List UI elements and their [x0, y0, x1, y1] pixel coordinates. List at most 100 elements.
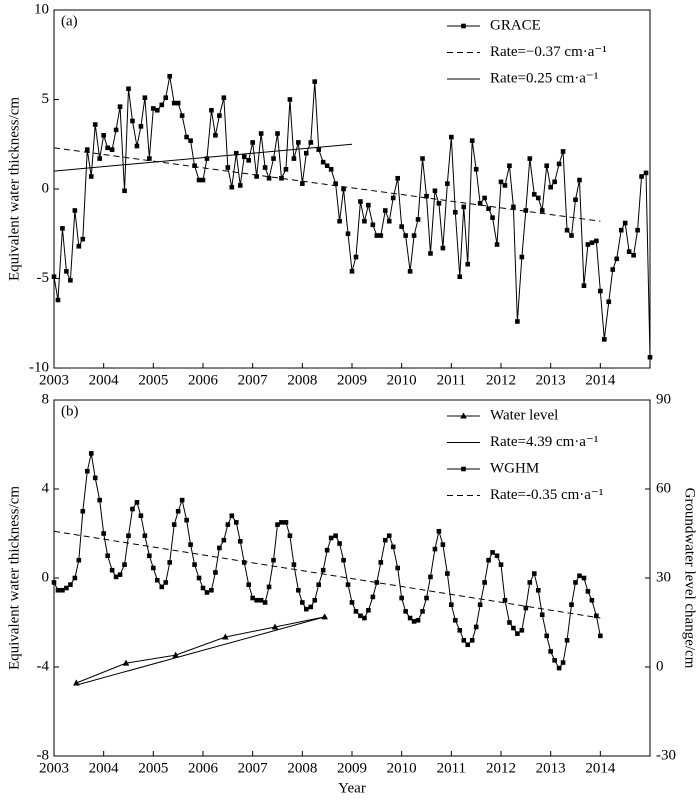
data-point [585, 242, 591, 247]
data-point [449, 602, 454, 607]
legend-label: Rate=4.39 cm·a⁻¹ [490, 434, 598, 450]
data-point [275, 131, 280, 136]
y-tick-label: 0 [42, 569, 50, 585]
data-point [204, 590, 210, 595]
data-point [556, 665, 562, 671]
data-point [296, 140, 301, 145]
data-point [283, 167, 289, 172]
data-point [465, 642, 471, 648]
data-point [531, 192, 537, 197]
data-point [213, 570, 218, 575]
data-point [126, 533, 131, 539]
data-point [324, 547, 330, 553]
data-point [196, 575, 202, 581]
data-point [217, 545, 222, 551]
y2-tick-label: 60 [656, 480, 671, 496]
data-point [535, 195, 541, 201]
panel-label: (b) [61, 403, 79, 419]
data-point [411, 619, 417, 624]
data-point [445, 181, 450, 186]
data-point [424, 595, 429, 601]
y2-tick-label: 30 [656, 569, 671, 585]
data-point [477, 201, 483, 206]
data-point [80, 508, 86, 514]
data-point [618, 227, 624, 233]
data-point [171, 100, 177, 106]
data-point [217, 113, 222, 118]
x-tick-label: 2013 [536, 372, 566, 388]
series-line [76, 616, 325, 684]
data-point [279, 175, 284, 181]
data-point [92, 475, 98, 481]
y-tick-label: -10 [29, 359, 49, 375]
data-point [374, 580, 380, 585]
data-point [415, 617, 421, 623]
data-point [647, 354, 653, 360]
data-point [333, 181, 338, 186]
x-tick-label: 2008 [287, 372, 317, 388]
data-point [300, 600, 305, 605]
x-tick-label: 2009 [337, 372, 367, 388]
data-point [465, 261, 471, 267]
data-point [635, 227, 640, 233]
data-point [453, 209, 458, 215]
data-point [395, 565, 400, 571]
data-point [320, 159, 326, 165]
series-line [53, 76, 651, 358]
data-point [262, 165, 268, 170]
data-point [598, 633, 603, 639]
data-point [225, 165, 231, 170]
data-point [432, 188, 438, 194]
x-tick-label: 2005 [138, 760, 168, 776]
data-point [258, 131, 264, 136]
data-point [610, 267, 616, 272]
data-point [424, 193, 429, 199]
data-point [560, 149, 566, 154]
data-point [68, 277, 73, 283]
legend-label: GRACE [490, 17, 541, 33]
data-point [304, 150, 309, 156]
data-point [321, 613, 328, 620]
y-tick-label: -4 [37, 658, 50, 674]
data-point [250, 595, 255, 601]
data-point [407, 615, 413, 621]
x-tick-label: 2010 [387, 760, 417, 776]
data-point [341, 186, 346, 192]
x-tick-label: 2004 [89, 372, 120, 388]
data-point [527, 580, 533, 585]
data-point [155, 107, 160, 113]
data-point [353, 609, 359, 614]
data-point [84, 468, 90, 474]
data-point [374, 233, 380, 238]
data-point [552, 179, 557, 185]
data-point [378, 560, 384, 565]
data-point [192, 163, 197, 169]
x-tick-label: 2013 [536, 760, 566, 776]
data-point [122, 188, 127, 194]
data-point [366, 607, 371, 613]
data-point [159, 584, 165, 590]
data-point [151, 565, 156, 571]
data-point [188, 542, 193, 547]
data-point [213, 133, 218, 138]
data-point [432, 546, 438, 552]
data-point [415, 217, 421, 222]
data-point [420, 156, 425, 161]
data-point [237, 538, 243, 544]
data-point [117, 104, 123, 109]
data-point [614, 256, 620, 262]
data-point [337, 541, 342, 546]
data-point [179, 113, 185, 118]
data-point [101, 531, 106, 536]
data-point [296, 587, 301, 593]
data-point [237, 183, 243, 188]
data-point [291, 562, 297, 567]
data-point [469, 138, 475, 143]
x-tick-label: 2014 [585, 372, 616, 388]
data-point [349, 600, 355, 605]
data-point [117, 572, 123, 577]
data-point [188, 138, 193, 143]
data-point [362, 615, 367, 621]
data-point [88, 174, 94, 179]
data-point [304, 606, 309, 612]
